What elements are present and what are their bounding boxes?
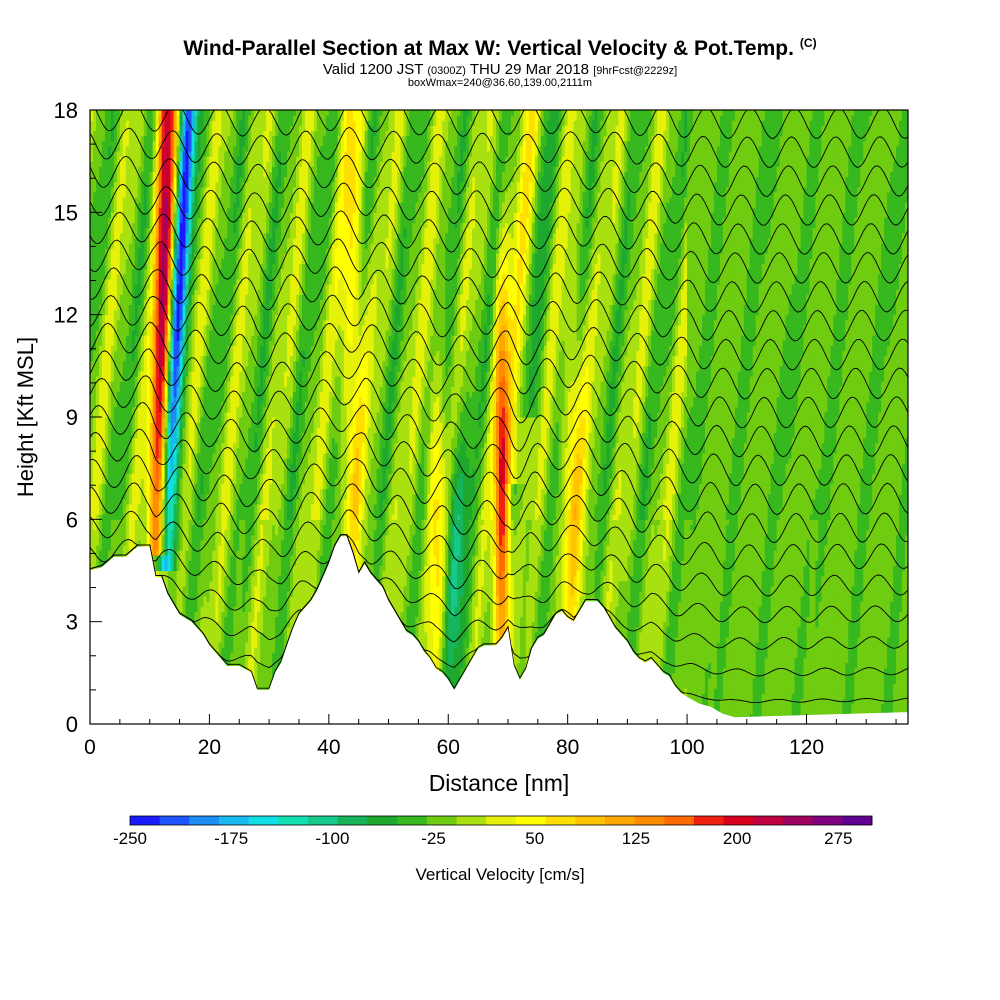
colorbar-swatch [664,816,694,825]
colorbar-swatch [516,816,546,825]
colorbar-tick-label: 125 [622,829,650,848]
colorbar-tick-label: 200 [723,829,751,848]
colorbar-swatch [694,816,724,825]
colorbar-label: Vertical Velocity [cm/s] [415,865,584,884]
colorbar-swatch [486,816,516,825]
y-tick-label: 3 [66,610,78,635]
colorbar-swatch [753,816,783,825]
colorbar-swatch [397,816,427,825]
colorbar-swatch [278,816,308,825]
colorbar-tick-label: -175 [214,829,248,848]
x-tick-label: 0 [84,736,96,759]
colorbar-tick-label: -250 [113,829,147,848]
colorbar-swatch [189,816,219,825]
x-tick-label: 20 [198,736,221,759]
x-tick-label: 120 [789,736,824,759]
colorbar-tick-label: 275 [824,829,852,848]
colorbar-swatch [130,816,160,825]
colorbar-swatch [367,816,397,825]
colorbar-swatch [635,816,665,825]
y-tick-label: 18 [54,98,78,123]
colorbar-swatch [338,816,368,825]
colorbar-swatch [249,816,279,825]
y-tick-label: 9 [66,405,78,430]
colorbar-swatch [219,816,249,825]
colorbar-swatch [813,816,843,825]
colorbar-swatch [456,816,486,825]
colorbar-tick-label: 50 [525,829,544,848]
y-axis-label: Height [Kft MSL] [13,337,38,497]
y-tick-label: 6 [66,507,78,532]
x-axis-label: Distance [nm] [429,770,570,796]
colorbar-swatch [783,816,813,825]
colorbar-tick-label: -100 [315,829,349,848]
x-tick-label: 100 [670,736,705,759]
colorbar-swatch [724,816,754,825]
colorbar: -250 -175 -100 -25 50 125 200 275 [113,816,872,848]
colorbar-swatch [605,816,635,825]
colorbar-swatch [546,816,576,825]
x-tick-label: 40 [317,736,340,759]
theta-contour [90,76,908,81]
colorbar-swatch [308,816,338,825]
y-tick-label: 12 [54,303,78,328]
colorbar-swatch [575,816,605,825]
colorbar-swatch [842,816,872,825]
theta-contour [90,76,908,110]
y-tick-label: 15 [54,200,78,225]
y-tick-label: 0 [66,712,78,737]
colorbar-tick-label: -25 [421,829,446,848]
colorbar-swatch [160,816,190,825]
colorbar-swatch [427,816,457,825]
x-tick-label: 60 [437,736,460,759]
x-tick-label: 80 [556,736,579,759]
